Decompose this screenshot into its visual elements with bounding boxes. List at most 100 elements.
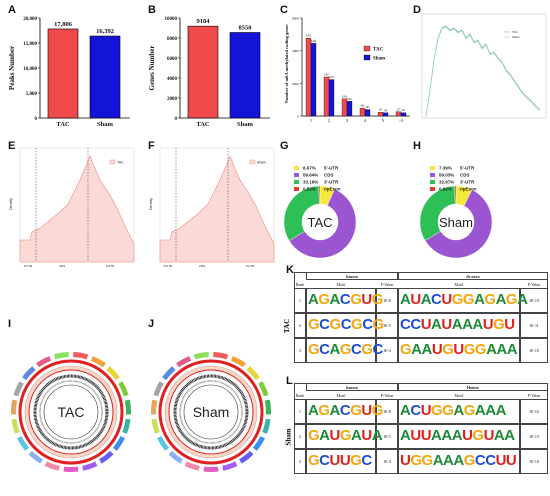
- bar-sham: [310, 43, 317, 117]
- legend-swatch: [430, 173, 435, 177]
- plot-frame: [421, 13, 547, 119]
- legend-label: Sham: [512, 35, 520, 39]
- header-motif-known: Motif: [336, 393, 346, 398]
- data-label: 9184: [197, 18, 211, 25]
- ring-black: [173, 374, 249, 450]
- chromosome-segment: [203, 466, 219, 472]
- donut-center-label: Sham: [439, 215, 473, 230]
- table-cell: [520, 424, 548, 449]
- legend-swatch: [430, 180, 435, 184]
- legend-pct: 59.03%: [439, 173, 454, 178]
- bar-tac: [305, 38, 312, 117]
- motif-table-k: known de novo Rank Motif P-Value Motif P-Value…: [283, 272, 548, 372]
- x-tick-label: Sham: [237, 121, 253, 128]
- chromosome-segment: [17, 436, 30, 451]
- legend-name: 3'-UTR: [460, 180, 475, 185]
- header-motif-denovo: Motif: [454, 282, 464, 287]
- header-pvalue-known: P-Value: [380, 282, 394, 287]
- y-tick-label: 0: [175, 117, 178, 122]
- denovo-pvalue: 1E-10: [529, 348, 539, 353]
- legend-label: TAC: [373, 48, 384, 53]
- denovo-pvalue: 1E-16: [529, 409, 539, 414]
- known-motif-logo: GAUGAUA: [308, 427, 383, 444]
- x-tick-label: 3: [346, 118, 349, 123]
- legend-swatch: [109, 159, 116, 165]
- header-denovo-label: de novo: [466, 274, 480, 279]
- chromosome-segment: [264, 399, 271, 415]
- table-cell: [398, 399, 520, 424]
- chart-f-metagene: 5'UTR CDS 3'UTR Density Sham: [149, 147, 275, 268]
- circos-i: TAC: [11, 352, 131, 472]
- data-label: 195: [384, 109, 389, 112]
- ring-red: [158, 359, 264, 465]
- known-pvalue: 1E-5: [383, 434, 391, 439]
- table-cell: [376, 313, 398, 338]
- motif-table-l: known Homer Rank Motif P-Value Motif P-Value 1 A…: [285, 383, 548, 491]
- y-tick-label: 6000: [167, 57, 178, 62]
- y-tick-label: 15,000: [23, 42, 37, 47]
- header-known: [306, 272, 398, 280]
- data-label: 201: [402, 109, 407, 112]
- bar-tac: [323, 76, 330, 117]
- chromosome-segment: [112, 436, 125, 451]
- table-cell: [376, 449, 398, 474]
- chromosome-segment: [124, 399, 131, 415]
- table-cell: [398, 424, 520, 449]
- group-label: Sham: [284, 427, 293, 446]
- chromosome-segment: [90, 356, 106, 368]
- chromosome-segment: [36, 356, 52, 368]
- table-cell: [398, 449, 520, 474]
- chromosome-segment: [11, 399, 18, 415]
- bar-tac: [187, 25, 219, 119]
- table-cell: [376, 288, 398, 313]
- ring-gray: [39, 380, 103, 444]
- bar-sham: [346, 101, 353, 117]
- table-cell: [520, 399, 548, 424]
- donut-center-label: TAC: [307, 215, 332, 230]
- legend-name: 5'-UTR: [324, 166, 339, 171]
- y-axis-label: Density: [149, 198, 153, 210]
- chart-h-donut: Sham 7.39% 5'-UTR 59.03% CDS 32.97% 3'-UTR 0.62…: [419, 166, 493, 259]
- chromosome-segment: [122, 418, 131, 434]
- header-denovo: [398, 272, 548, 280]
- chromosome-segment: [193, 352, 209, 360]
- denovo-motif-logo: GAAUGUGGAAA: [400, 341, 518, 358]
- data-label: 900: [348, 98, 353, 101]
- chromosome-segment: [151, 399, 158, 415]
- x-tick-label: TAC: [196, 121, 210, 128]
- row-rank: 2: [299, 323, 301, 328]
- known-pvalue: 1E-4: [383, 348, 391, 353]
- denovo-motif-logo: AUUAAAUGUAA: [400, 427, 515, 444]
- bar-sham: [400, 112, 407, 117]
- legend-name: npExon: [324, 187, 341, 192]
- panel-letter-g: G: [280, 140, 289, 152]
- known-motif-logo: GCGCGCG: [308, 316, 384, 333]
- header-rank: Rank: [295, 282, 305, 287]
- bar-sham: [364, 109, 371, 117]
- y-axis-label: Peaks Number: [8, 46, 16, 90]
- denovo-pvalue: 1E-10: [529, 459, 539, 464]
- data-label: 395: [366, 106, 371, 109]
- chromosome-segment: [73, 352, 89, 360]
- slice-npexon: [318, 185, 321, 205]
- denovo-pvalue: 1E-13: [529, 434, 539, 439]
- legend-label: TAC: [117, 161, 124, 165]
- known-motif-logo: AGACGUG: [308, 291, 383, 308]
- chromosome-segment: [258, 381, 269, 397]
- header-rank: Rank: [295, 393, 305, 398]
- y-tick-label: 5,000: [26, 92, 38, 97]
- bar-sham: [382, 112, 389, 117]
- chromosome-segment: [168, 450, 183, 464]
- table-cell: [376, 338, 398, 363]
- legend-label: Sham: [257, 161, 266, 165]
- y-tick-label: 0: [35, 117, 38, 122]
- y-tick-label: 4000: [292, 49, 299, 53]
- ring-gray: [179, 380, 243, 444]
- table-cell: [294, 313, 306, 338]
- table-cell: [520, 449, 548, 474]
- chromosome-segment: [63, 466, 79, 472]
- table-cell: [294, 338, 306, 363]
- panel-letter-j: J: [148, 318, 155, 330]
- bar-sham: [89, 35, 121, 119]
